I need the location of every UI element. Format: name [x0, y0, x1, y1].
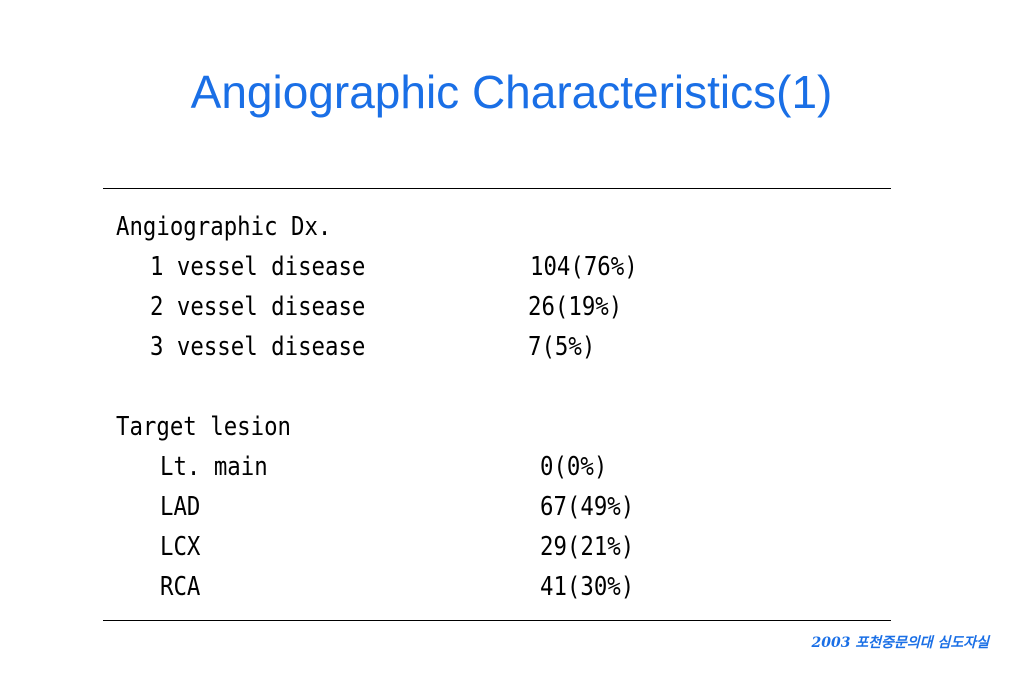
- row-label-2-vessel: 2 vessel disease: [150, 292, 366, 322]
- row-label-lcx: LCX: [160, 532, 201, 562]
- row-label-rca: RCA: [160, 572, 201, 602]
- table-top-rule: [103, 188, 891, 189]
- slide-title: Angiographic Characteristics(1): [190, 66, 833, 118]
- row-value-lcx: 29(21%): [540, 532, 635, 562]
- row-value-2-vessel: 26(19%): [528, 292, 623, 322]
- row-label-3-vessel: 3 vessel disease: [150, 332, 366, 362]
- row-value-3-vessel: 7(5%): [528, 332, 596, 362]
- row-value-rca: 41(30%): [540, 572, 635, 602]
- row-label-1-vessel: 1 vessel disease: [150, 252, 366, 282]
- section-heading-angiographic-dx: Angiographic Dx.: [116, 212, 332, 242]
- table-bottom-rule: [103, 620, 891, 621]
- row-label-lad: LAD: [160, 492, 201, 522]
- section-heading-target-lesion: Target lesion: [116, 412, 292, 442]
- row-label-lt-main: Lt. main: [160, 452, 268, 482]
- row-value-1-vessel: 104(76%): [530, 252, 638, 282]
- row-value-lad: 67(49%): [540, 492, 635, 522]
- row-value-lt-main: 0(0%): [540, 452, 608, 482]
- slide-footer: 2003 포천중문의대 심도자실: [811, 635, 989, 651]
